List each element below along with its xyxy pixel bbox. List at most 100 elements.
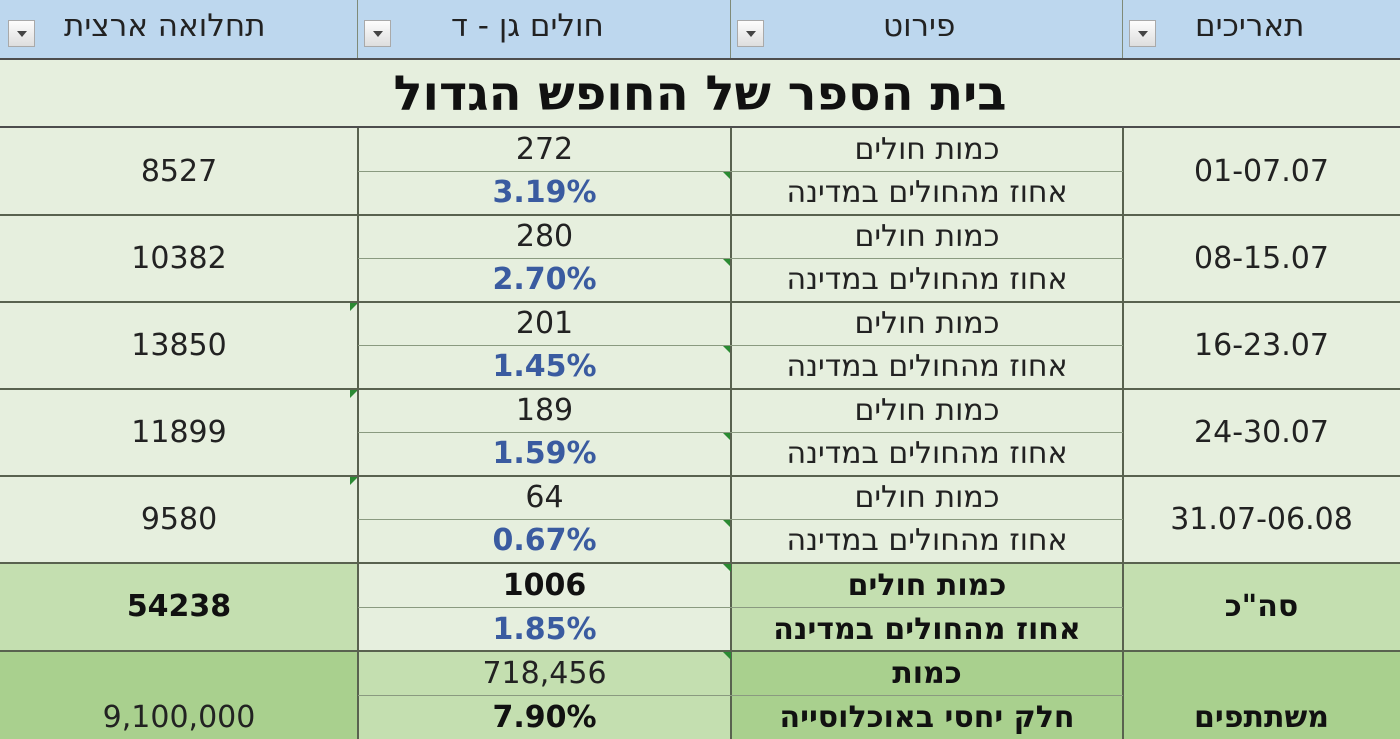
filter-dropdown-icon[interactable] [737,20,764,47]
grid-line [358,432,1123,433]
percent-cell[interactable]: 0.67% [358,519,731,563]
national-cell[interactable]: 10382 [0,215,358,302]
comment-indicator [350,303,358,311]
grid-line [0,562,1400,564]
dates-cell[interactable]: 31.07-06.08 [1123,476,1400,563]
total-count-label-cell[interactable]: כמות חולים [731,563,1123,607]
percent-label: אחוז מהחולים במדינה [786,175,1068,210]
national-cell[interactable]: 11899 [0,389,358,476]
header-detail[interactable]: פירוט [731,0,1123,58]
percent-label-cell[interactable]: אחוז מהחולים במדינה [731,345,1123,389]
dates-cell[interactable]: 01-07.07 [1123,128,1400,215]
header-national[interactable]: תחלואה ארצית [0,0,358,58]
total-percent-label-cell[interactable]: אחוז מהחולים במדינה [731,607,1123,651]
total-percent-cell[interactable]: 1.85% [358,607,731,651]
count-label-cell[interactable]: כמות חולים [731,128,1123,171]
grid-line [358,695,1123,696]
percent-value: 1.59% [492,436,597,471]
participants-amount-label: כמות [892,656,962,691]
count-cell[interactable]: 64 [358,476,731,519]
grid-line [0,301,1400,303]
total-national-cell[interactable]: 54238 [0,563,358,651]
total-national: 54238 [126,589,232,624]
total-label-cell[interactable]: סה"כ [1123,563,1400,651]
count-label-cell[interactable]: כמות חולים [731,476,1123,519]
percent-cell[interactable]: 3.19% [358,171,731,215]
dates-value: 01-07.07 [1194,154,1329,189]
count-value: 201 [515,306,574,341]
count-cell[interactable]: 272 [358,128,731,171]
dates-cell[interactable]: 16-23.07 [1123,302,1400,389]
total-count: 1006 [502,568,587,603]
national-cell[interactable]: 8527 [0,128,358,215]
grid-line [358,258,1123,259]
sheet-title-row: בית הספר של החופש הגדול [0,58,1400,128]
participants-amount-cell[interactable]: 718,456 [358,651,731,695]
header-kindergarten[interactable]: חולים גן - ד [358,0,731,58]
count-cell[interactable]: 189 [358,389,731,432]
filter-dropdown-icon[interactable] [1129,20,1156,47]
percent-value: 2.70% [492,262,597,297]
count-label-cell[interactable]: כמות חולים [731,215,1123,258]
total-count-label: כמות חולים [847,568,1007,603]
count-label: כמות חולים [854,306,1000,341]
percent-cell[interactable]: 1.45% [358,345,731,389]
grid-line [0,475,1400,477]
national-value: 8527 [140,154,218,189]
percent-label-cell[interactable]: אחוז מהחולים במדינה [731,258,1123,302]
percent-label-cell[interactable]: אחוז מהחולים במדינה [731,171,1123,215]
dates-cell[interactable]: 24-30.07 [1123,389,1400,476]
count-label: כמות חולים [854,480,1000,515]
participants-amount-label-cell[interactable]: כמות [731,651,1123,695]
comment-indicator [723,346,731,354]
count-value: 272 [515,132,574,167]
total-count-cell[interactable]: 1006 [358,563,731,607]
national-value: 9580 [140,502,218,537]
grid-line [358,171,1123,172]
comment-indicator [723,172,731,180]
grid-line [358,345,1123,346]
percent-cell[interactable]: 2.70% [358,258,731,302]
percent-label: אחוז מהחולים במדינה [786,436,1068,471]
header-kindergarten-label: חולים גן - ד [451,8,604,44]
grid-line [357,128,359,739]
count-cell[interactable]: 280 [358,215,731,258]
percent-cell[interactable]: 1.59% [358,432,731,476]
count-value: 280 [515,219,574,254]
grid-line [358,519,1123,520]
header-national-label: תחלואה ארצית [64,8,266,44]
grid-line [0,388,1400,390]
percent-label-cell[interactable]: אחוז מהחולים במדינה [731,432,1123,476]
percent-label-cell[interactable]: אחוז מהחולים במדינה [731,519,1123,563]
population-value: 9,100,000 [102,700,256,735]
comment-indicator [350,477,358,485]
dates-cell[interactable]: 08-15.07 [1123,215,1400,302]
percent-label: אחוז מהחולים במדינה [786,349,1068,384]
filter-dropdown-icon[interactable] [364,20,391,47]
count-label-cell[interactable]: כמות חולים [731,302,1123,345]
header-dates[interactable]: תאריכים [1123,0,1400,58]
national-cell[interactable]: 13850 [0,302,358,389]
count-value: 189 [515,393,574,428]
participants-share-cell[interactable]: 7.90% [358,695,731,739]
count-label: כמות חולים [854,393,1000,428]
participants-label: משתתפים [1194,700,1329,735]
national-value: 11899 [131,415,227,450]
comment-indicator [723,520,731,528]
participants-share-label-cell[interactable]: חלק יחסי באוכלוסייה [731,695,1123,739]
national-value: 13850 [131,328,227,363]
filter-dropdown-icon[interactable] [8,20,35,47]
comment-indicator [723,652,731,660]
dates-value: 24-30.07 [1194,415,1329,450]
participants-label-cell[interactable]: משתתפים [1123,651,1400,739]
count-label-cell[interactable]: כמות חולים [731,389,1123,432]
national-value: 10382 [131,241,227,276]
percent-value: 1.45% [492,349,597,384]
count-label: כמות חולים [854,219,1000,254]
participants-share: 7.90% [492,700,597,735]
count-cell[interactable]: 201 [358,302,731,345]
national-cell[interactable]: 9580 [0,476,358,563]
percent-label: אחוז מהחולים במדינה [786,262,1068,297]
population-cell[interactable]: 9,100,000 [0,651,358,739]
